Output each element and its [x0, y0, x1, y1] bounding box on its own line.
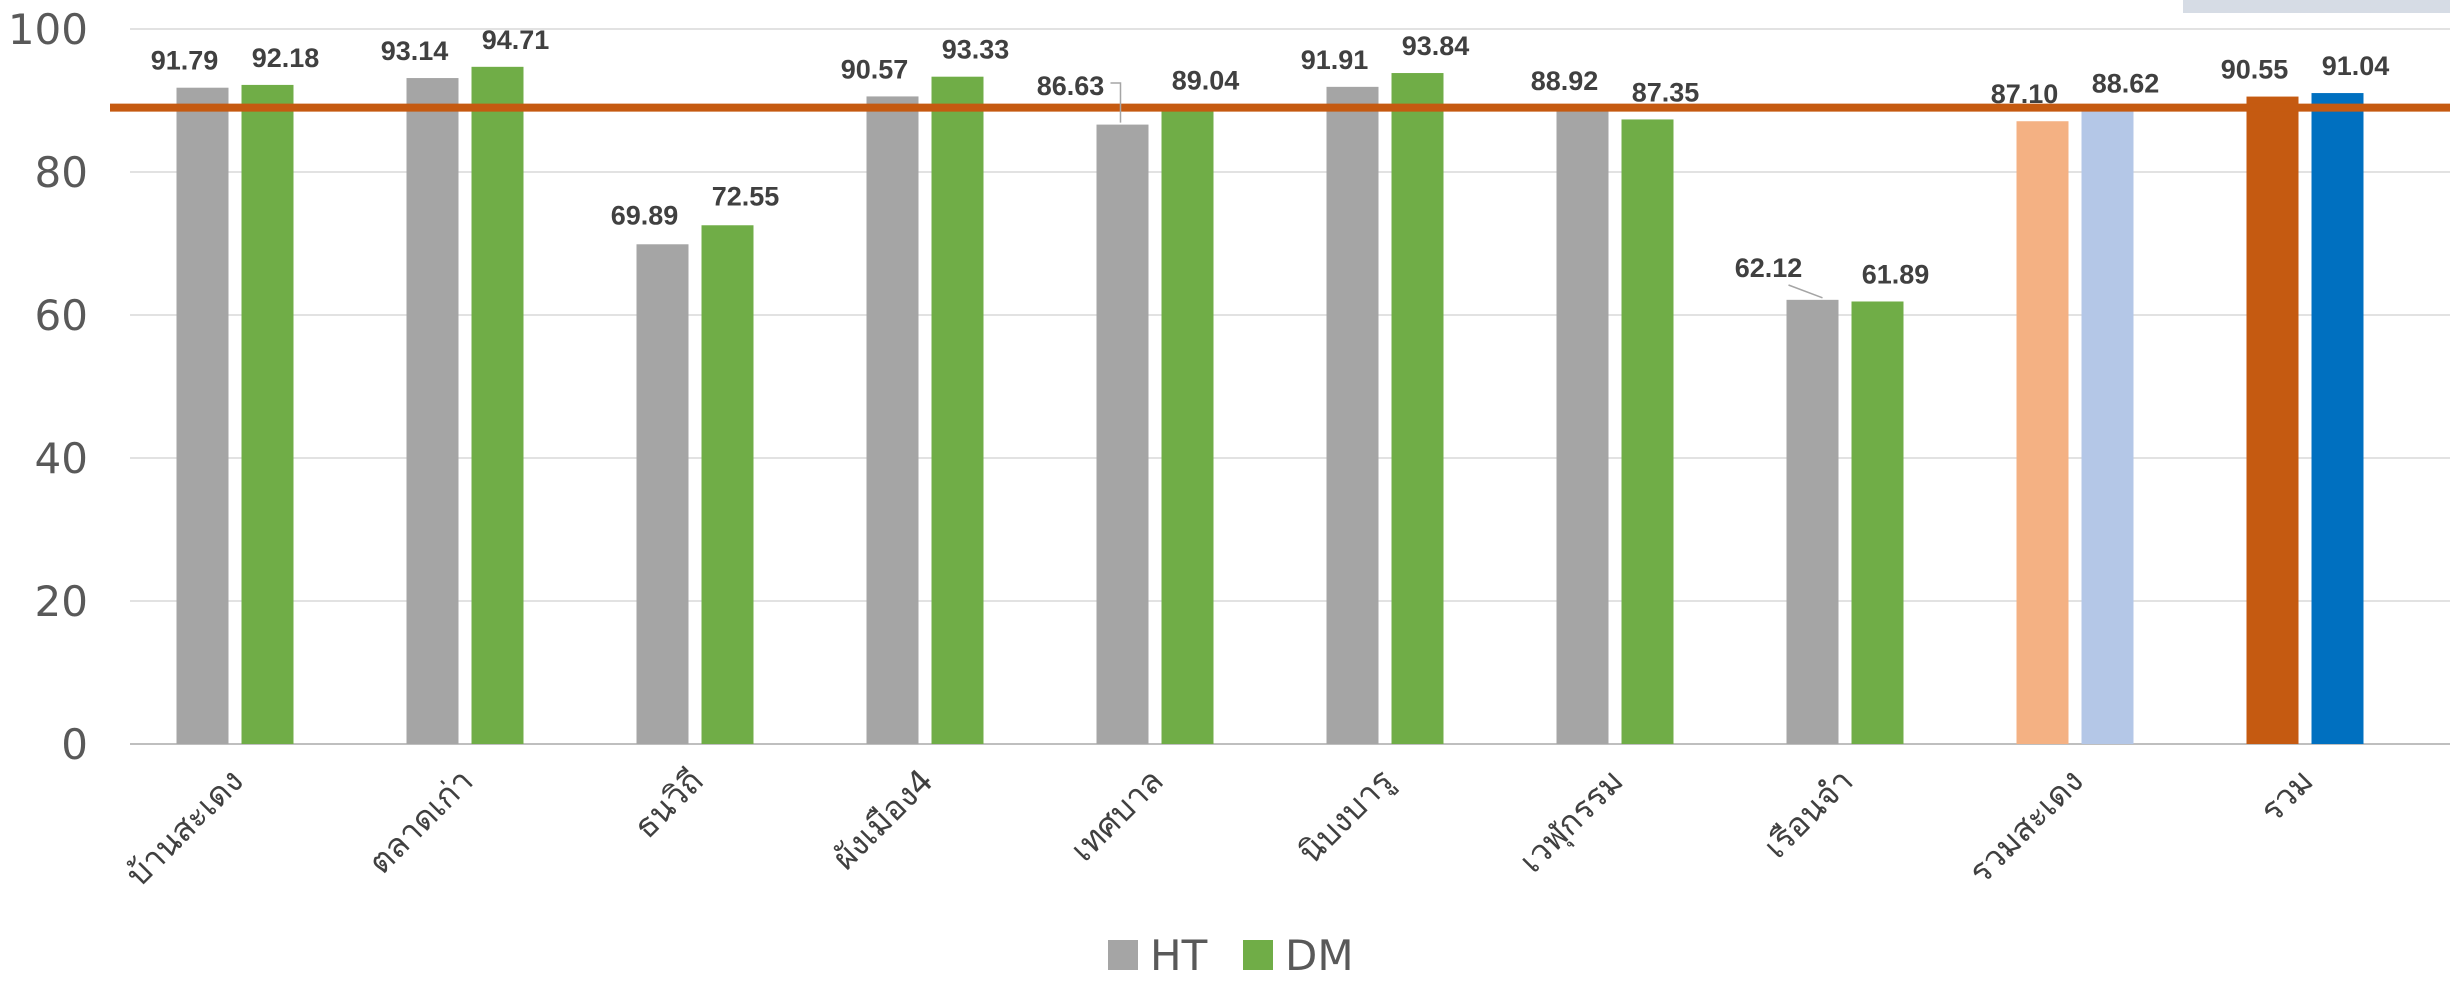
category-label: นิบงบารู [1290, 761, 1401, 872]
bar-ht [866, 96, 919, 744]
leader-line [1788, 284, 1823, 299]
bar-ht [406, 78, 459, 744]
data-label-dm: 61.89 [1862, 259, 1930, 289]
bar-dm [1621, 119, 1674, 744]
legend-label-ht: HT [1150, 931, 1208, 980]
category-label: ธนวิถี [626, 761, 711, 846]
bar-dm [471, 66, 524, 745]
bar-dm [701, 225, 754, 744]
data-label-dm: 89.04 [1172, 65, 1240, 95]
data-label-ht: 87.10 [1991, 79, 2059, 109]
bars [176, 66, 2364, 745]
data-label-ht: 91.79 [151, 46, 219, 76]
data-label-ht: 93.14 [381, 36, 449, 66]
bar-ht [636, 244, 689, 744]
bar-dm [2311, 93, 2364, 744]
bar-ht [176, 87, 229, 745]
bar-dm [1161, 107, 1214, 744]
y-tick-label: 80 [35, 148, 88, 197]
bar-dm [931, 76, 984, 745]
bar-ht [1096, 124, 1149, 744]
data-label-dm: 87.35 [1632, 77, 1700, 107]
bar-ht [1556, 108, 1609, 745]
legend-label-dm: DM [1285, 931, 1354, 980]
data-label-dm: 92.18 [252, 43, 320, 73]
category-label: บ้านสะเดง [118, 761, 251, 894]
data-label-dm: 91.04 [2322, 51, 2390, 81]
bar-ht [2016, 121, 2069, 745]
bar-dm [1851, 301, 1904, 744]
data-label-ht: 86.63 [1037, 71, 1105, 101]
data-label-ht: 62.12 [1735, 253, 1803, 283]
data-label-ht: 91.91 [1301, 45, 1369, 75]
bar-dm [2081, 110, 2134, 744]
data-label-ht: 69.89 [611, 200, 679, 230]
legend: HT DM [1108, 931, 1354, 980]
category-label: ผังเมือง4 [824, 761, 940, 877]
data-label-dm: 94.71 [482, 25, 550, 55]
legend-swatch-ht [1108, 940, 1138, 970]
y-tick-label: 100 [8, 5, 88, 54]
data-label-ht: 90.55 [2221, 55, 2289, 85]
leader-line [1110, 82, 1122, 123]
bar-dm [241, 84, 294, 744]
y-tick-label: 40 [35, 434, 88, 483]
category-label: เทศบาล [1063, 761, 1171, 869]
bar-ht [1326, 86, 1379, 744]
legend-swatch-dm [1243, 940, 1273, 970]
data-label-ht: 88.92 [1531, 66, 1599, 96]
data-label-dm: 88.62 [2092, 68, 2160, 98]
corner-decoration [2183, 0, 2450, 13]
data-label-dm: 72.55 [712, 181, 780, 211]
y-tick-label: 0 [61, 720, 88, 769]
y-axis-ticks: 0 20 40 60 80 100 [8, 5, 88, 769]
data-label-ht: 90.57 [841, 54, 909, 84]
category-label: เวฬุกรรม [1511, 761, 1631, 881]
x-axis-categories: บ้านสะเดง ตลาดเก่า ธนวิถี ผังเมือง4 เทศบาล นิ… [118, 761, 2321, 894]
y-tick-label: 20 [35, 577, 88, 626]
y-tick-label: 60 [35, 291, 88, 340]
category-label: รวมสะเดง [1961, 761, 2091, 891]
bar-ht [1786, 299, 1839, 744]
category-label: รวม [2252, 761, 2321, 830]
bar-dm [1391, 73, 1444, 744]
data-label-dm: 93.33 [942, 35, 1010, 65]
category-label: ตลาดเก่า [360, 761, 480, 881]
category-label: เรือนจำ [1756, 761, 1861, 866]
data-label-dm: 93.84 [1402, 31, 1470, 61]
bar-ht [2246, 96, 2299, 744]
data-labels: 91.79 92.18 93.14 94.71 69.89 72.55 90.57 93.33… [151, 25, 2390, 299]
